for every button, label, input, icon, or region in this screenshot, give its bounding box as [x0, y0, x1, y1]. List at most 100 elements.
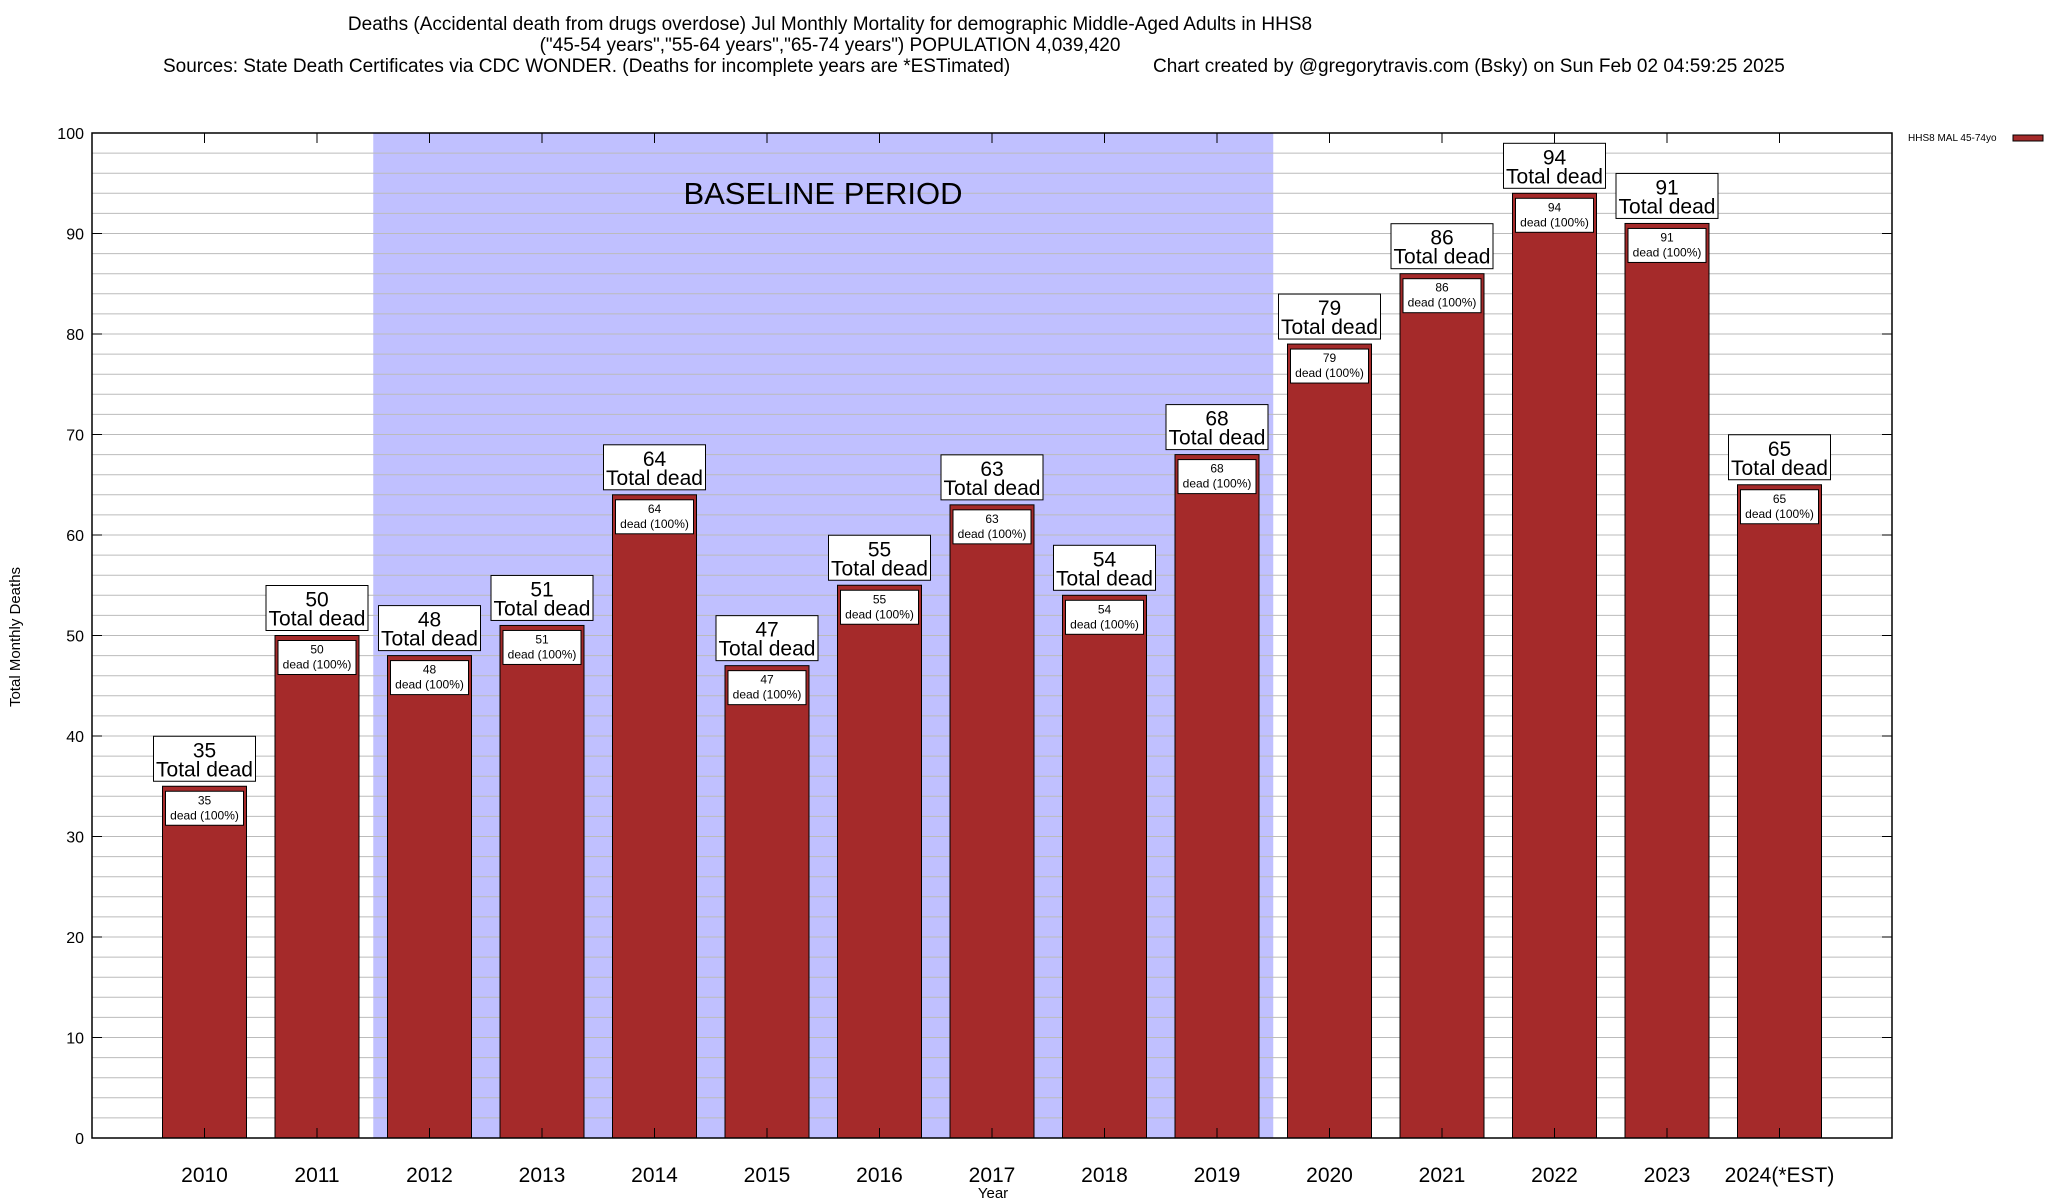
total-label: Total dead: [944, 477, 1041, 500]
x-tick-label: 2015: [744, 1164, 791, 1187]
total-label: Total dead: [494, 597, 591, 620]
x-tick-label: 2011: [294, 1164, 339, 1187]
x-tick-label: 2022: [1531, 1164, 1578, 1187]
total-label: Total dead: [1619, 195, 1716, 218]
bar-inner-label: dead (100%): [845, 607, 914, 621]
y-tick-label: 80: [66, 327, 84, 344]
bar: [1399, 273, 1485, 1139]
bar-inner-label-box: [1515, 197, 1594, 233]
total-value: 51: [530, 578, 553, 601]
total-value: 63: [980, 458, 1003, 481]
bar-inner-label: dead (100%): [1745, 507, 1814, 521]
total-label-box: [1390, 223, 1494, 270]
total-label-box: [490, 574, 594, 621]
total-value: 35: [193, 739, 216, 762]
chart-title-line-2: ("45-54 years","55-64 years","65-74 year…: [540, 35, 1121, 56]
total-value: 91: [1655, 176, 1678, 199]
x-tick-label: 2021: [1419, 1164, 1466, 1187]
total-label: Total dead: [1056, 567, 1153, 590]
bar: [387, 655, 472, 1139]
bar: [612, 494, 697, 1139]
total-label: Total dead: [719, 638, 816, 661]
total-label: Total dead: [1169, 427, 1266, 450]
total-value: 79: [1318, 297, 1341, 320]
total-label-box: [1278, 293, 1381, 340]
bar: [499, 624, 585, 1139]
bar-inner-label: dead (100%): [1633, 245, 1702, 259]
y-tick-label: 50: [66, 629, 84, 646]
total-value: 65: [1768, 438, 1791, 461]
bar-inner-value: 54: [1098, 602, 1112, 616]
total-label: Total dead: [831, 557, 928, 580]
bar-inner-label-box: [390, 660, 469, 696]
y-tick-label: 100: [57, 126, 84, 143]
total-label: Total dead: [1281, 316, 1378, 339]
y-tick-label: 40: [66, 729, 84, 746]
x-tick-label: 2023: [1644, 1164, 1691, 1187]
bar-inner-label-box: [1740, 489, 1819, 525]
bar: [1174, 454, 1260, 1139]
bar-inner-value: 94: [1548, 200, 1562, 214]
bar-inner-label: dead (100%): [958, 527, 1027, 541]
x-tick-label: 2018: [1081, 1164, 1128, 1187]
x-tick-label: 2016: [856, 1164, 903, 1187]
total-label: Total dead: [1394, 246, 1491, 269]
chart-credit: Chart created by @gregorytravis.com (Bsk…: [1153, 56, 1785, 77]
y-tick-label: 30: [66, 830, 84, 847]
bar: [949, 504, 1035, 1139]
total-value: 48: [418, 609, 441, 632]
bar: [1287, 343, 1372, 1139]
total-value: 54: [1093, 548, 1117, 571]
total-label-box: [378, 605, 481, 652]
bar: [724, 665, 810, 1139]
bar-inner-label-box: [615, 499, 694, 535]
x-tick-label: 2019: [1194, 1164, 1241, 1187]
total-value: 94: [1543, 146, 1567, 169]
total-label-box: [1503, 142, 1606, 189]
total-label-box: [153, 735, 256, 782]
total-value: 50: [305, 589, 328, 612]
y-tick-label: 20: [66, 930, 84, 947]
bar-inner-label-box: [1402, 278, 1482, 314]
y-tick-label: 90: [66, 227, 84, 244]
total-label: Total dead: [1731, 457, 1828, 480]
total-value: 47: [755, 619, 778, 642]
bar-inner-value: 63: [985, 512, 999, 526]
bar-inner-label-box: [1290, 348, 1369, 384]
bar-inner-label: dead (100%): [170, 808, 239, 822]
bar-inner-label: dead (100%): [620, 517, 689, 531]
bar-inner-value: 55: [873, 592, 887, 606]
bar: [1062, 594, 1147, 1139]
total-label-box: [1053, 544, 1156, 591]
y-tick-label: 70: [66, 428, 84, 445]
bar: [1512, 192, 1597, 1139]
total-label: Total dead: [269, 608, 366, 631]
axes: 0 10 20 30 40 50 60 70 80 90 100 2010 2011 2012 2013 20…: [57, 126, 1893, 1187]
bar-inner-value: 51: [535, 632, 549, 646]
total-label-box: [940, 454, 1044, 501]
total-label-box: [265, 585, 369, 631]
chart-title-line-1: Deaths (Accidental death from drugs over…: [348, 14, 1312, 35]
y-tick-label: 10: [66, 1031, 84, 1048]
x-axis-label: Year: [978, 1185, 1008, 1200]
total-label-box: [1728, 434, 1831, 481]
bar-inner-label-box: [277, 640, 357, 675]
total-label-box: [715, 615, 819, 662]
bar-inner-label-box: [1177, 459, 1257, 495]
bar-inner-label-box: [165, 790, 244, 826]
total-label: Total dead: [606, 467, 703, 490]
bar-inner-label: dead (100%): [508, 647, 577, 661]
x-tick-label: 2020: [1306, 1164, 1353, 1187]
bar-inner-label-box: [1065, 599, 1144, 635]
x-tick-label: 2012: [406, 1164, 453, 1187]
bar-inner-label: dead (100%): [1183, 477, 1252, 491]
bar-inner-label: dead (100%): [1408, 296, 1477, 310]
bar-inner-value: 64: [648, 502, 662, 516]
x-tick-label: 2024(*EST): [1725, 1164, 1835, 1187]
total-label-box: [828, 534, 931, 581]
x-tick-label: 2013: [519, 1164, 566, 1187]
bar-inner-label: dead (100%): [283, 658, 352, 672]
bar-inner-label-box: [840, 589, 919, 625]
bar-inner-value: 48: [423, 663, 437, 677]
total-value: 64: [643, 448, 667, 471]
